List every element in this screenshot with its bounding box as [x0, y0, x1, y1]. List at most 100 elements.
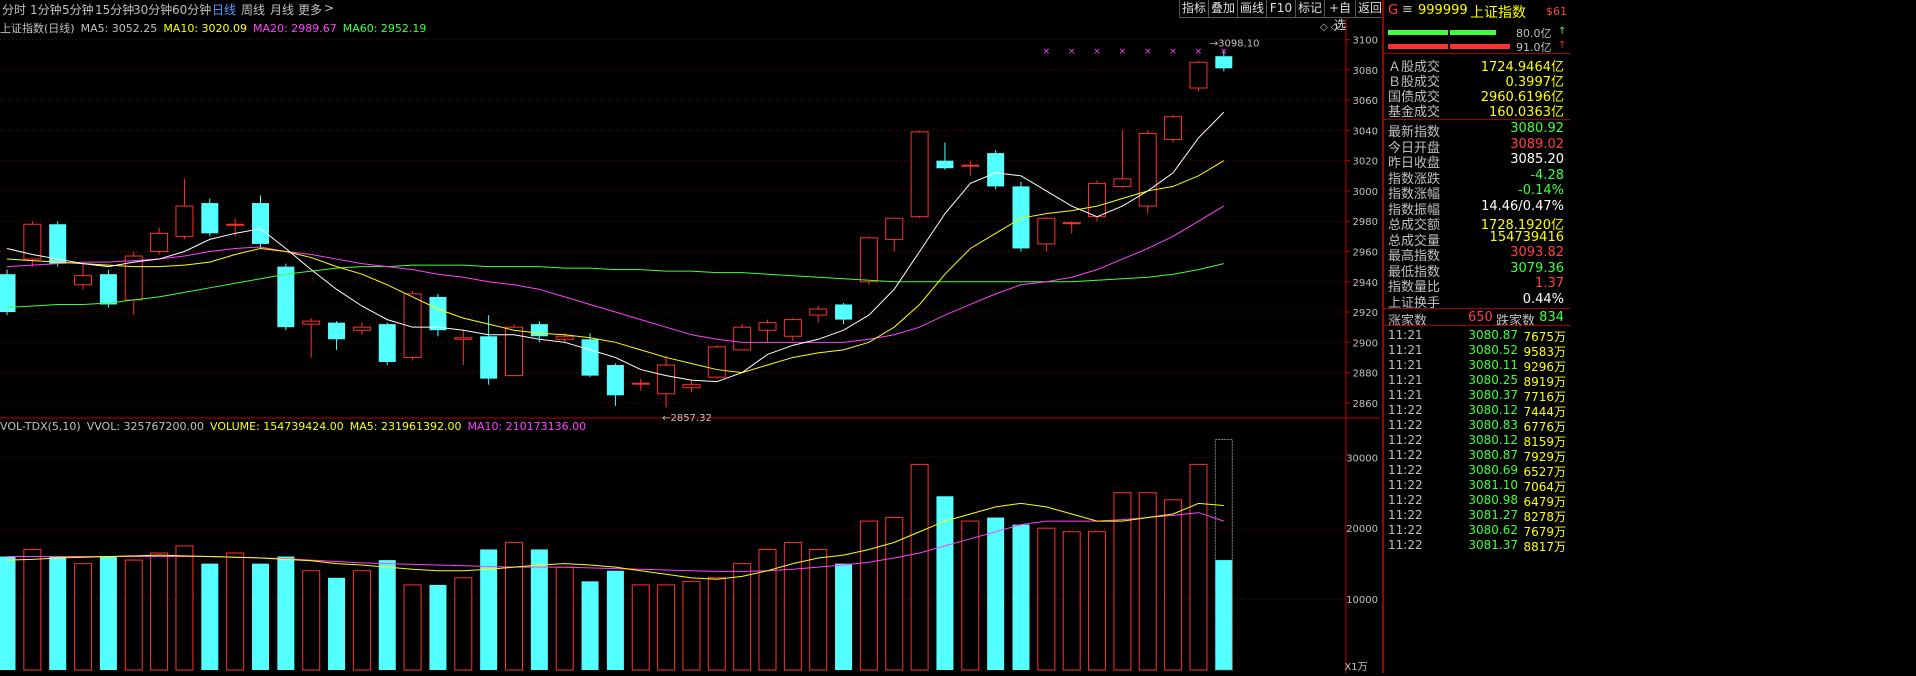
high-label: →3098.10: [1210, 39, 1260, 50]
group-icon[interactable]: G: [1388, 3, 1399, 18]
candle-6: [150, 232, 169, 252]
tick-row-5[interactable]: 11:22 3080.12 7444万: [1384, 403, 1568, 419]
period-tab-0[interactable]: 分时: [2, 3, 27, 17]
down-count-label: 跌家数: [1496, 314, 1536, 329]
candle-35: [885, 217, 904, 240]
tick-price: 3080.25: [1468, 373, 1518, 387]
tick-time: 11:21: [1388, 388, 1423, 402]
volume-unit-label: X1万: [1344, 662, 1367, 673]
field-row-10: 指数量比 1.37: [1384, 276, 1568, 295]
kline-chart[interactable]: 3100 3080 3060 3040 3020 3000 2980 2960 2940 2920…: [0, 18, 1380, 673]
tick-volume: 8159万: [1523, 435, 1566, 449]
tick-row-6[interactable]: 11:22 3080.83 6776万: [1384, 418, 1568, 434]
volume-legend: VOL-TDX(5,10) VVOL: 325767200.00 VOLUME: 1…: [0, 420, 592, 433]
candle-13: [328, 322, 346, 340]
period-tab-8[interactable]: 月线: [270, 3, 295, 17]
kline-tick-label-12: 2860: [1353, 399, 1378, 410]
tick-row-9[interactable]: 11:22 3080.69 6527万: [1384, 463, 1568, 479]
field-value: 3093.82: [1510, 245, 1564, 260]
field-label: 总成交额: [1388, 218, 1441, 233]
tick-volume: 7675万: [1523, 330, 1566, 344]
stat-label: Ａ股成交: [1388, 60, 1441, 75]
toolbar-button-0[interactable]: 指标: [1179, 0, 1208, 18]
tick-time: 11:22: [1388, 403, 1423, 417]
tick-row-0[interactable]: 11:21 3080.87 7675万: [1384, 328, 1568, 344]
volume-bar-27: [682, 580, 701, 671]
menu-icon[interactable]: ≡: [1402, 2, 1413, 17]
volume-bar-29: [733, 563, 752, 671]
period-tab-9[interactable]: 更多: [298, 3, 323, 17]
volume-bar-41: [1037, 527, 1056, 671]
tick-time: 11:22: [1388, 493, 1423, 507]
tick-row-3[interactable]: 11:21 3080.25 8919万: [1384, 373, 1568, 389]
field-row-9: 最低指数 3079.36: [1384, 260, 1568, 280]
field-label: 最高指数: [1388, 249, 1441, 264]
tick-row-11[interactable]: 11:22 3080.98 6479万: [1384, 493, 1568, 509]
stat-value: 2960.6196亿: [1480, 90, 1564, 105]
field-row-7: 总成交量 154739416: [1384, 230, 1568, 249]
stock-code: 999999: [1418, 3, 1468, 18]
chart-area[interactable]: 3100 3080 3060 3040 3020 3000 2980 2960 2940 2920…: [0, 18, 1380, 673]
candle-31: [783, 319, 802, 337]
stock-name: 上证指数: [1470, 5, 1526, 21]
period-tab-3[interactable]: 15分钟: [95, 3, 135, 17]
kline-tick-label-3: 3040: [1353, 126, 1378, 137]
tick-price: 3080.11: [1468, 358, 1518, 372]
candle-19: [480, 336, 498, 379]
tick-row-8[interactable]: 11:22 3080.87 7929万: [1384, 448, 1568, 464]
tick-row-7[interactable]: 11:22 3080.12 8159万: [1384, 433, 1568, 449]
field-value: 3080.92: [1510, 121, 1564, 136]
volume-bar-17: [429, 584, 447, 670]
sell-strength-bar: 91.0亿 ↑: [1388, 40, 1568, 54]
period-tab-6[interactable]: 日线: [212, 3, 237, 17]
signal-marker-6: ×: [1195, 47, 1203, 57]
toolbar-button-3[interactable]: F10: [1266, 0, 1295, 18]
volume-bar-42: [1062, 531, 1081, 671]
tick-time: 11:22: [1388, 433, 1423, 447]
candle-1: [23, 223, 42, 260]
kline-tick-label-4: 3020: [1353, 157, 1378, 168]
volume-bar-23: [581, 581, 599, 670]
toolbar-button-5[interactable]: +自选: [1324, 0, 1355, 32]
period-tab-7[interactable]: 周线: [241, 3, 266, 17]
candle-3: [74, 275, 93, 286]
stat-row-0: Ａ股成交 1724.9464亿: [1384, 56, 1568, 75]
period-tab-2[interactable]: 5分钟: [62, 3, 94, 17]
volume-bar-12: [302, 570, 321, 671]
period-tab-1[interactable]: 1分钟: [30, 3, 62, 17]
kline-tick-label-5: 3000: [1353, 187, 1378, 198]
kline-tick-label-11: 2880: [1353, 369, 1378, 380]
toolbar-button-1[interactable]: 叠加: [1208, 0, 1237, 18]
expand-icon[interactable]: ◇ ◇: [1320, 22, 1339, 33]
field-value: 3079.36: [1510, 260, 1564, 276]
tick-volume: 7929万: [1523, 450, 1566, 464]
tick-row-2[interactable]: 11:21 3080.11 9296万: [1384, 358, 1568, 374]
tick-row-4[interactable]: 11:21 3080.37 7716万: [1384, 388, 1568, 404]
field-label: 上证换手: [1388, 295, 1441, 311]
candle-46: [1164, 116, 1183, 140]
signal-marker-0: ×: [1043, 47, 1051, 57]
period-tab-10[interactable]: >: [324, 1, 335, 15]
volume-bar-7: [175, 545, 194, 671]
candle-32: [809, 308, 828, 316]
tick-price: 3080.37: [1468, 388, 1518, 402]
candle-5: [124, 255, 143, 301]
kline-tick-label-1: 3080: [1353, 66, 1378, 77]
tick-time: 11:22: [1388, 448, 1423, 462]
ma60-line: [6, 263, 1224, 308]
volume-bar-19: [480, 549, 498, 670]
tick-row-13[interactable]: 11:22 3080.62 7679万: [1384, 523, 1568, 539]
tick-row-1[interactable]: 11:21 3080.52 9583万: [1384, 343, 1568, 359]
period-tab-4[interactable]: 30分钟: [133, 3, 173, 17]
toolbar-button-4[interactable]: 标记: [1295, 0, 1324, 18]
signal-marker-3: ×: [1119, 47, 1127, 57]
toolbar-button-2[interactable]: 画线: [1237, 0, 1266, 18]
toolbar-button-6[interactable]: 返回: [1355, 0, 1384, 18]
field-value: 0.44%: [1522, 291, 1564, 307]
bar2-label: 91.0亿: [1516, 41, 1552, 54]
divider: [1384, 308, 1570, 309]
tick-row-12[interactable]: 11:22 3081.27 8278万: [1384, 508, 1568, 524]
period-tab-5[interactable]: 60分钟: [172, 3, 212, 17]
tick-row-10[interactable]: 11:22 3081.10 7064万: [1384, 478, 1568, 494]
tick-row-14[interactable]: 11:22 3081.37 8817万: [1384, 538, 1568, 554]
